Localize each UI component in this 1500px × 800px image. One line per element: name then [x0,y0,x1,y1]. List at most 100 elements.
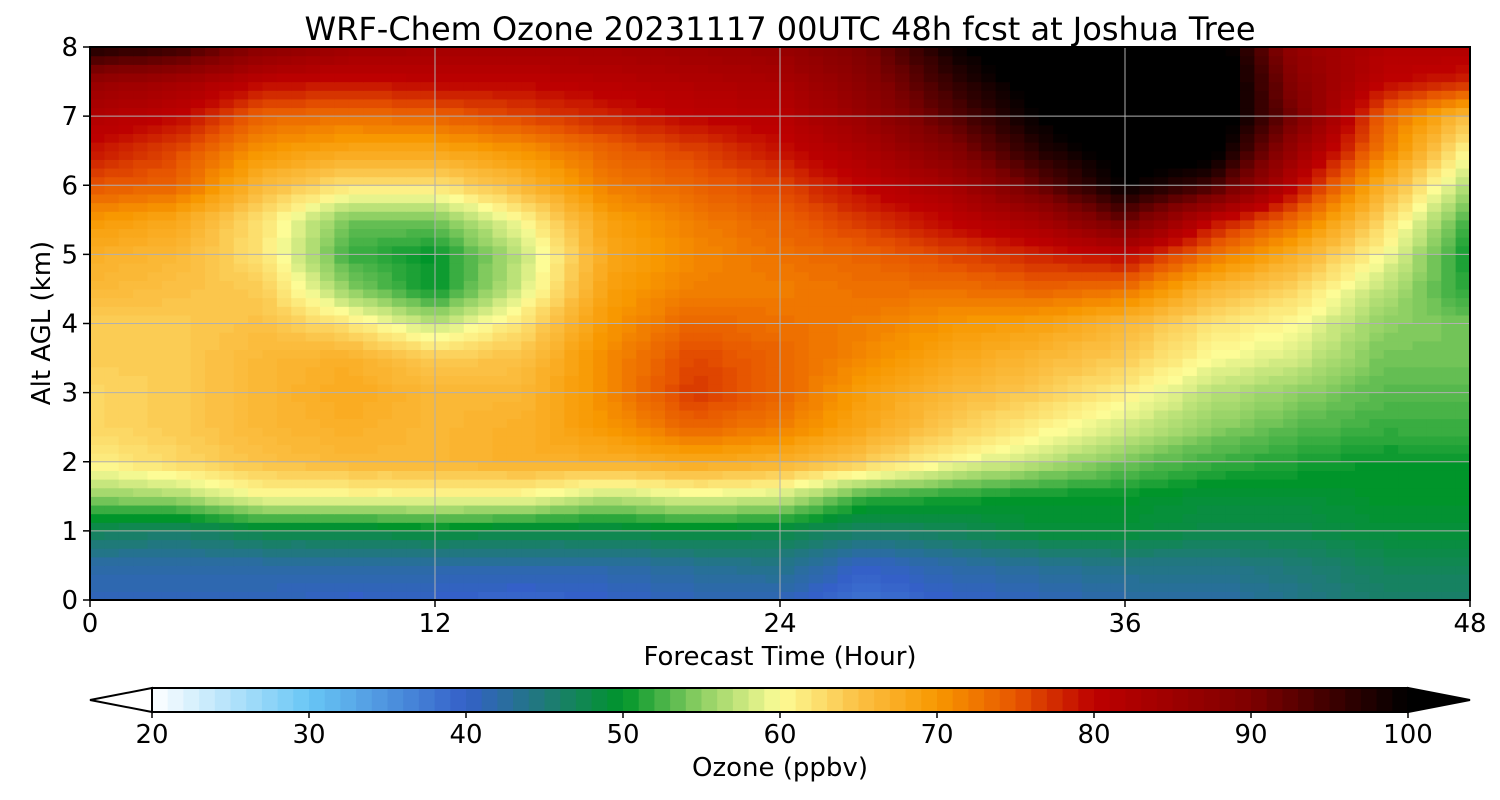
ozone-cell [1225,358,1241,368]
ozone-cell [1340,167,1356,178]
ozone-cell [1240,522,1255,532]
ozone-cell [1355,487,1370,497]
ozone-cell [262,254,278,264]
ozone-cell [550,219,565,230]
ozone-cell [981,306,997,316]
ozone-cell [578,271,594,281]
ozone-cell [90,288,105,299]
ozone-cell [607,461,623,471]
ozone-cell [291,358,307,368]
ozone-cell [377,228,393,238]
ozone-cell [118,504,134,515]
ozone-cell [463,392,479,402]
ozone-cell [1283,504,1299,515]
ozone-cell [305,349,321,359]
ozone-cell [1254,401,1270,411]
ozone-cell [995,461,1011,471]
ozone-cell [1211,245,1227,255]
ozone-cell [1455,487,1471,497]
ozone-cell [1383,582,1399,592]
ozone-cell [1369,401,1385,411]
ozone-cell [1153,522,1169,532]
ozone-cell [578,150,594,160]
ozone-cell [621,548,637,558]
ozone-cell [923,297,939,307]
ozone-cell [550,323,565,333]
ozone-cell [550,306,565,316]
ozone-cell [334,349,350,359]
ozone-cell [521,522,537,532]
ozone-cell [478,228,494,238]
ozone-cell [780,306,795,316]
ozone-cell [823,340,839,351]
ozone-cell [751,159,767,169]
ozone-cell [851,453,867,463]
ozone-cell [1081,565,1097,575]
ozone-cell [478,591,494,601]
ozone-cell [1455,159,1471,169]
ozone-cell [233,150,249,160]
ozone-cell [406,582,422,592]
ozone-cell [923,427,939,437]
ozone-cell [1110,409,1126,420]
ozone-cell [1426,202,1442,212]
ozone-cell [1196,522,1212,532]
ozone-cell [1053,340,1069,351]
ozone-cell [751,314,767,325]
ozone-cell [492,176,508,186]
ozone-cell [636,392,652,402]
ozone-cell [262,530,278,541]
ozone-cell [866,504,882,515]
ozone-cell [161,245,177,255]
ozone-cell [176,288,192,299]
ozone-cell [248,358,264,368]
ozone-cell [205,548,220,558]
ozone-cell [1196,271,1212,281]
ozone-cell [161,375,177,385]
ozone-cell [780,453,795,463]
ozone-cell [607,366,623,376]
ozone-cell [377,383,393,394]
ozone-cell [1355,150,1370,160]
ozone-cell [1441,306,1457,316]
ozone-cell [1426,556,1442,567]
ozone-cell [995,401,1011,411]
ozone-cell [248,159,264,169]
ozone-cell [1038,271,1054,281]
ozone-cell [205,306,220,316]
ozone-cell [535,271,551,281]
ozone-cell [1441,263,1457,273]
ozone-cell [377,176,393,186]
ozone-cell [1326,496,1342,506]
ozone-cell [1211,332,1227,342]
ozone-cell [1038,237,1054,247]
ozone-cell [1441,288,1457,299]
ozone-cell [147,211,163,221]
ozone-cell [1398,202,1414,212]
ozone-cell [607,565,623,575]
ozone-cell [1426,271,1442,281]
ozone-cell [923,401,939,411]
ozone-cell [506,383,522,394]
ozone-cell [1067,219,1083,230]
ozone-cell [320,176,335,186]
ozone-cell [161,211,177,221]
ozone-cell [995,193,1011,204]
ozone-cell [952,418,968,428]
ozone-cell [1412,358,1428,368]
ozone-cell [708,556,724,567]
ozone-cell [679,375,695,385]
ozone-cell [1096,513,1112,523]
ozone-cell [665,323,680,333]
ozone-cell [492,556,508,567]
ozone-cell [895,392,910,402]
ozone-cell [1311,202,1327,212]
ozone-cell [291,479,307,489]
ozone-cell [1096,383,1112,394]
ozone-cell [291,228,307,238]
ozone-cell [938,409,954,420]
ozone-cell [348,409,364,420]
ozone-cell [478,496,494,506]
ozone-cell [506,582,522,592]
ozone-cell [1038,219,1054,230]
